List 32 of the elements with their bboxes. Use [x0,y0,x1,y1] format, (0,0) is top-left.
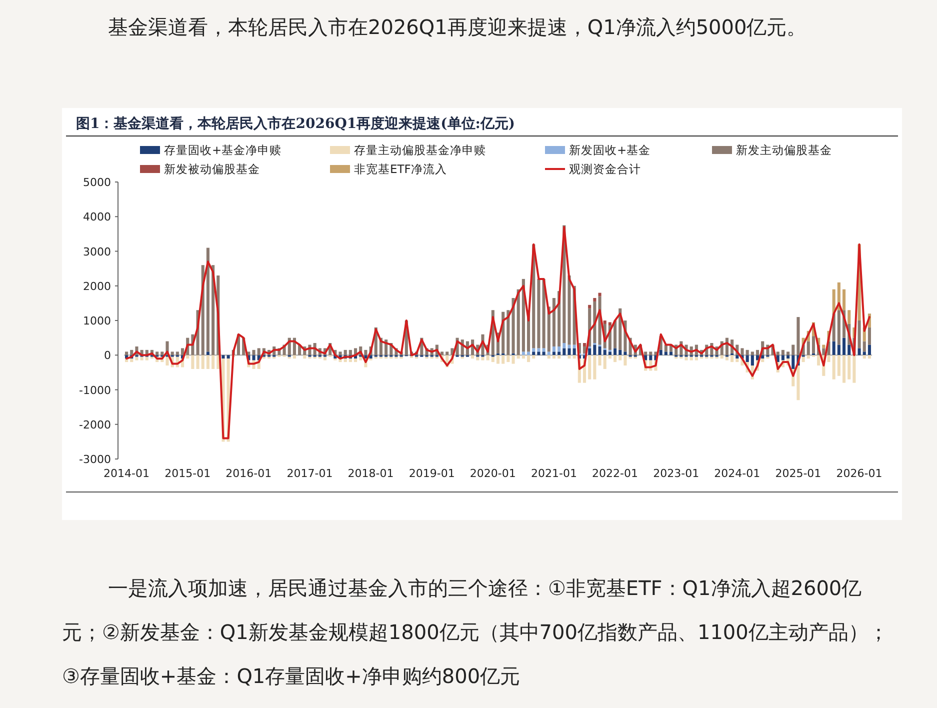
x-tick-label: 2026-01 [836,467,882,480]
x-tick-label: 2017-01 [286,467,333,480]
text: 一是流入项加速，居民通过基金入市的三个途径：①非宽基ETF：Q1净流入超2600亿元；②新发基金：Q1新发基金规模超1800亿元（其中700亿指数产品、1100亿主动产品）；③存量固收+基金：Q1存量固收+净申购约800亿元 [62,575,890,690]
y-tick-label: 3000 [83,245,111,258]
x-tick-label: 2021-01 [530,467,577,480]
y-tick-label: 5000 [83,176,111,189]
legend-label: 观测资金合计 [569,162,641,176]
y-tick-label: 2000 [83,280,111,293]
chart-title: 基金渠道看，本轮居民入市在2026Q1再度迎来提速，Q1净流入约5000亿元。 [108,14,808,41]
x-tick-label: 2015-01 [164,467,211,480]
legend-label: 存量主动偏股基金净申赎 [354,143,486,157]
y-tick-label: 0 [104,349,111,362]
legend-label: 新发被动偏股基金 [164,162,260,176]
x-tick-label: 2025-01 [775,467,822,480]
legend-label: 存量固收+基金净申赎 [164,143,282,157]
legend-label: 新发固收+基金 [569,143,651,157]
y-tick-label: -3000 [79,453,111,466]
x-tick-label: 2023-01 [653,467,700,480]
x-tick-label: 2022-01 [592,467,638,480]
y-tick-label: 1000 [83,314,111,328]
x-tick-label: 2014-01 [104,467,150,480]
y-tick-label: -1000 [79,384,111,397]
x-tick-label: 2020-01 [470,467,516,480]
x-tick-label: 2019-01 [408,467,455,480]
legend-label: 非宽基ETF净流入 [354,162,447,176]
x-tick-label: 2016-01 [226,467,272,480]
legend-label: 新发主动偏股基金 [736,143,832,157]
x-tick-label: 2018-01 [348,467,394,480]
x-tick-label: 2024-01 [714,467,760,480]
chart-subtitle: 图1：基金渠道看，本轮居民入市在2026Q1再度迎来提速(单位:亿元) [76,115,516,132]
y-tick-label: -2000 [79,418,111,432]
y-tick-label: 4000 [83,210,111,224]
